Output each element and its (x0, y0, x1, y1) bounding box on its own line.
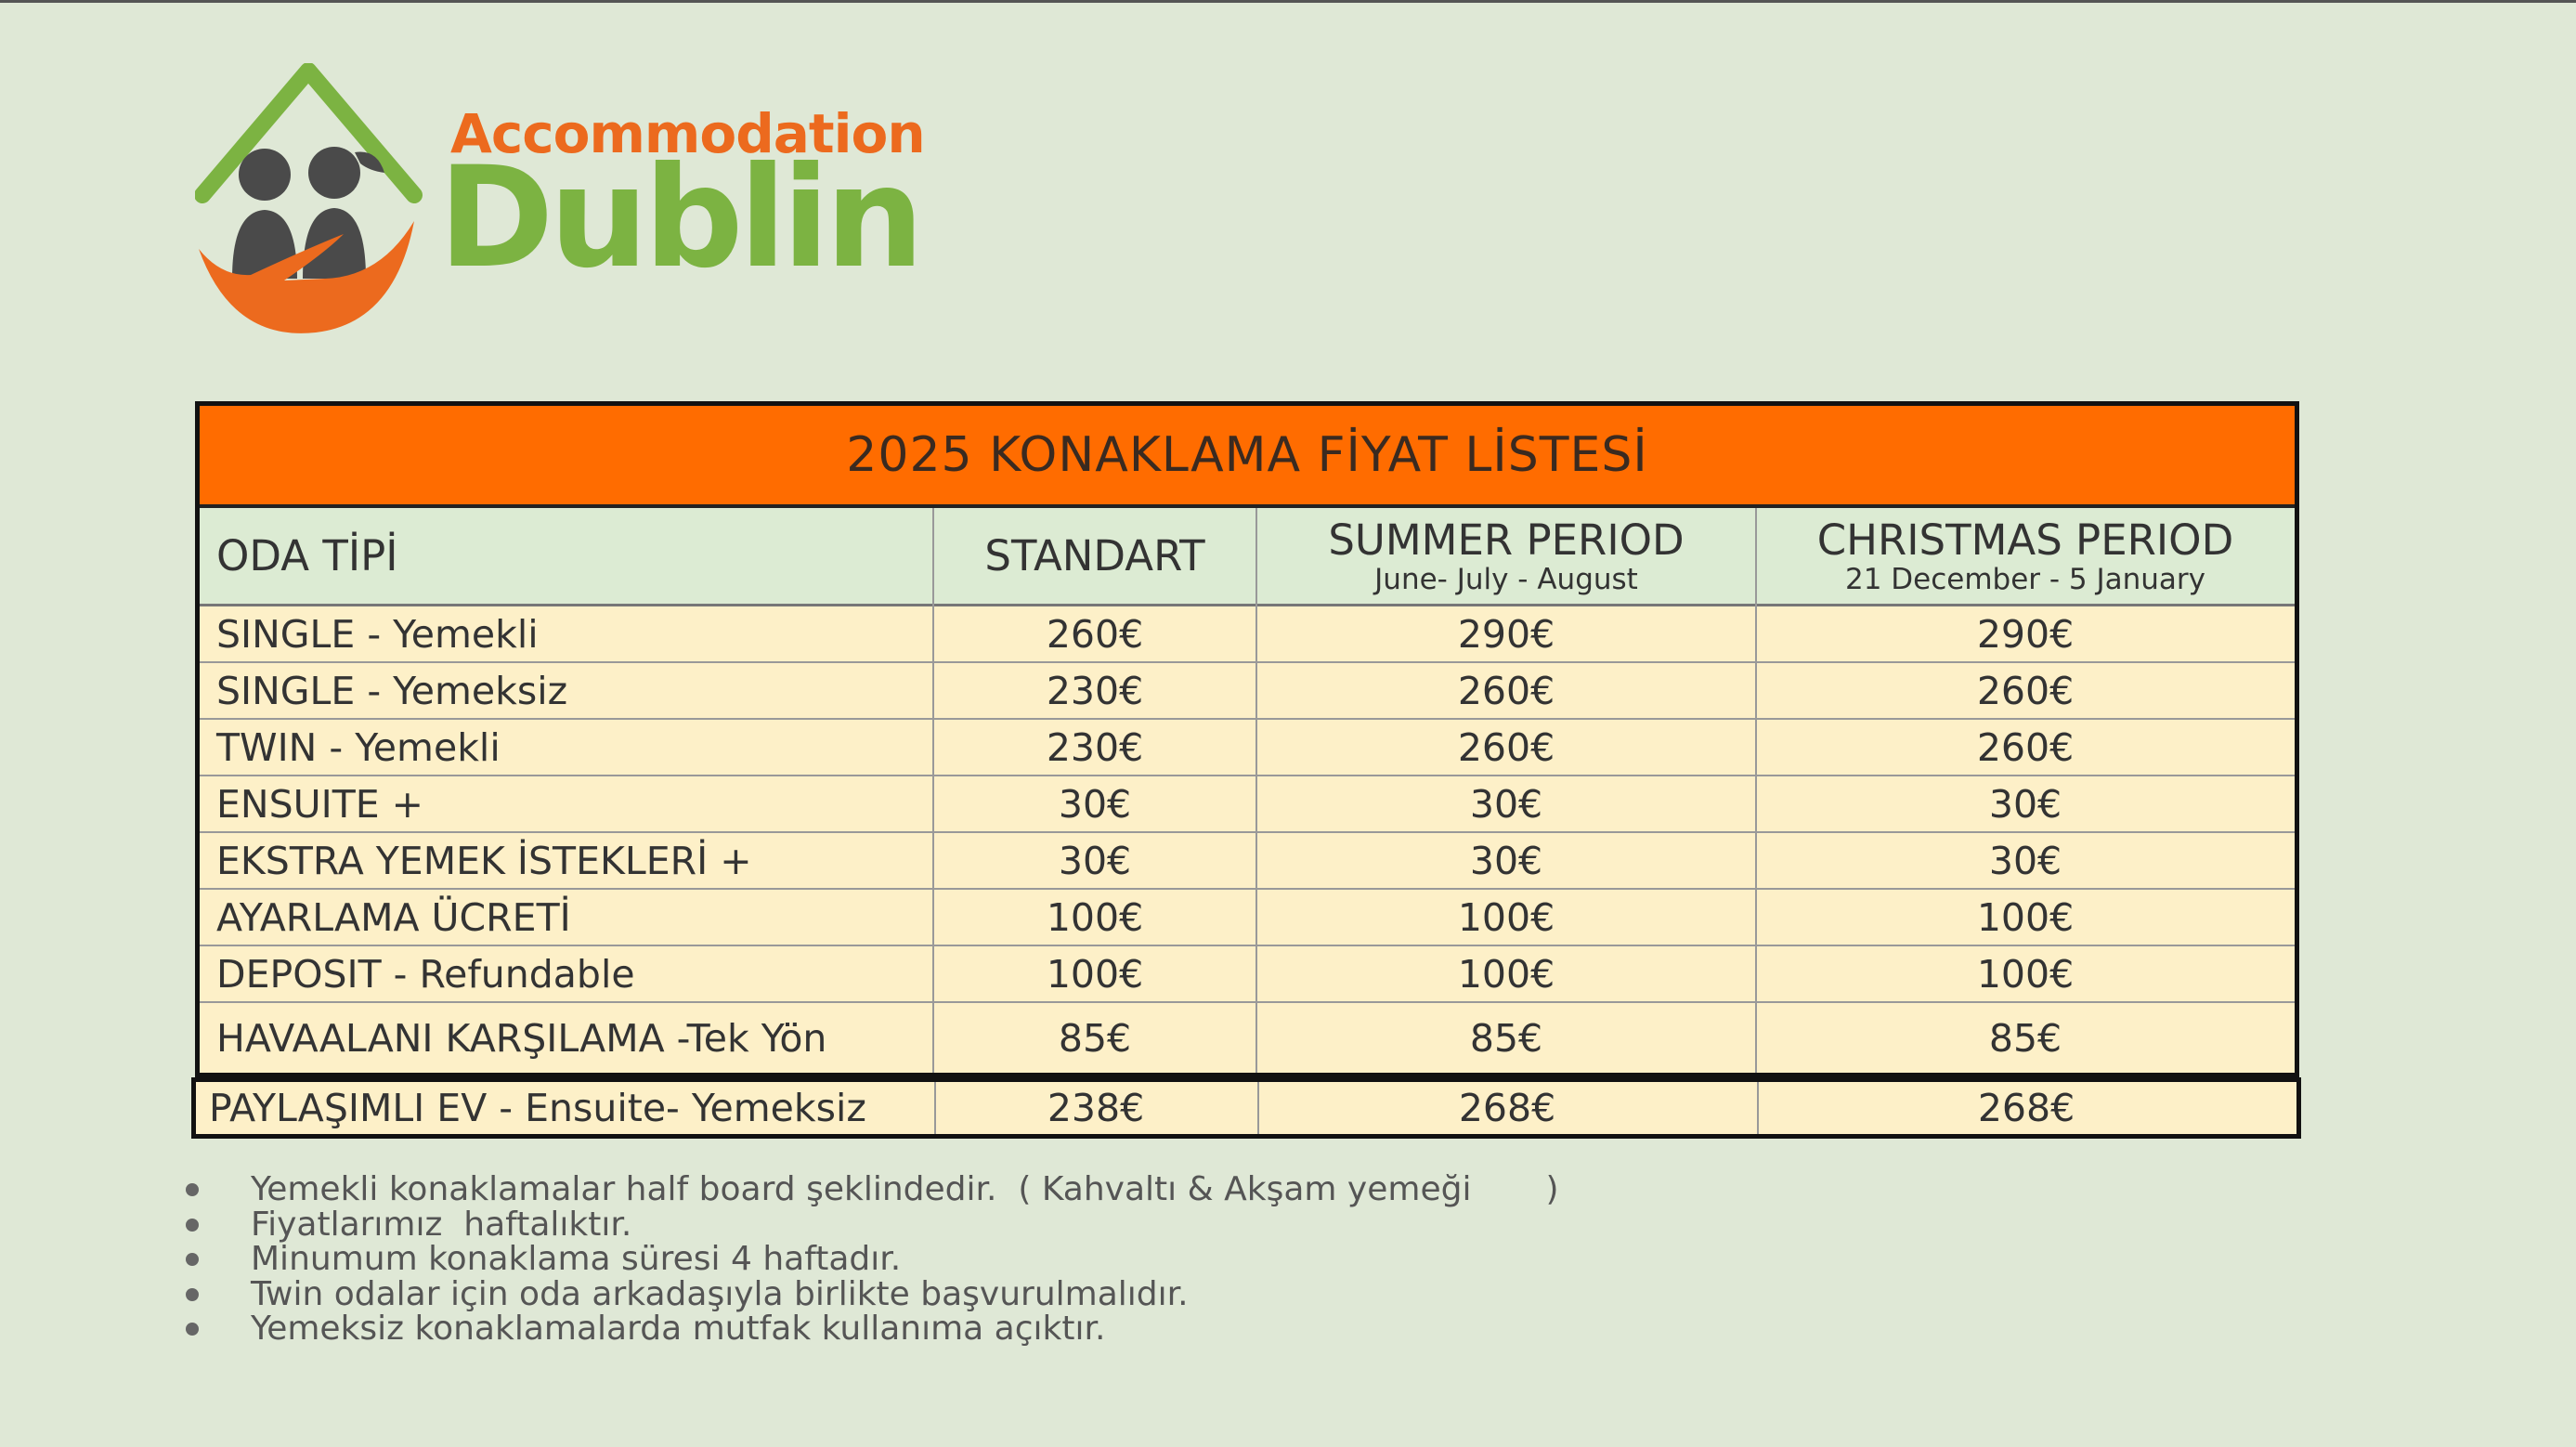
accommodation-dublin-logo: Accommodation Dublin (195, 63, 926, 342)
christmas-price-cell: 100€ (1976, 951, 2075, 997)
header-christmas-label: CHRISTMAS PERIOD (1816, 515, 2234, 565)
list-item: Twin odalar için oda arkadaşıyla birlikt… (186, 1274, 1559, 1313)
table-row: HAVAALANI KARŞILAMA -Tek Yön 85€ 85€ 85€ (200, 1003, 2295, 1073)
column-divider (932, 508, 934, 1073)
bullet-icon (186, 1323, 199, 1336)
bullet-icon (186, 1218, 199, 1232)
list-item: Fiyatlarımız haftalıktır. (186, 1205, 1559, 1244)
table-header-row: ODA TİPİ STANDART SUMMER PERIOD June- Ju… (200, 508, 2295, 606)
standard-price-cell: 238€ (1047, 1086, 1145, 1130)
price-table: 2025 KONAKLAMA FİYAT LİSTESİ ODA TİPİ ST… (191, 401, 2301, 1139)
room-type-cell: SINGLE - Yemekli (216, 611, 539, 657)
header-standard: STANDART (933, 508, 1256, 604)
christmas-price-cell: 100€ (1976, 894, 2075, 940)
header-summer-period: SUMMER PERIOD June- July - August (1256, 508, 1756, 604)
summer-price-cell: 30€ (1469, 781, 1543, 827)
summer-price-cell: 260€ (1457, 668, 1555, 713)
list-item: Minumum konaklama süresi 4 haftadır. (186, 1242, 1559, 1277)
christmas-price-cell: 30€ (1988, 838, 2062, 883)
column-divider (1255, 508, 1257, 1073)
standard-price-cell: 100€ (1046, 894, 1144, 940)
christmas-price-cell: 290€ (1976, 611, 2075, 657)
table-row: SINGLE - Yemeksiz 230€ 260€ 260€ (200, 663, 2295, 720)
summer-price-cell: 268€ (1458, 1086, 1556, 1130)
room-type-cell: AYARLAMA ÜCRETİ (216, 894, 571, 940)
highlighted-table-row: PAYLAŞIMLI EV - Ensuite- Yemeksiz 238€ 2… (191, 1077, 2301, 1139)
logo-word-accommodation: Accommodation (450, 102, 926, 165)
room-type-cell: EKSTRA YEMEK İSTEKLERİ + (216, 838, 752, 883)
table-row: ENSUITE + 30€ 30€ 30€ (200, 776, 2295, 833)
table-row: TWIN - Yemekli 230€ 260€ 260€ (200, 720, 2295, 776)
standard-price-cell: 230€ (1046, 724, 1144, 770)
christmas-price-cell: 260€ (1976, 724, 2075, 770)
summer-price-cell: 100€ (1457, 894, 1555, 940)
standard-price-cell: 100€ (1046, 951, 1144, 997)
room-type-cell: PAYLAŞIMLI EV - Ensuite- Yemeksiz (209, 1086, 866, 1130)
top-border-line (0, 0, 2576, 3)
note-text: Yemeksiz konaklamalarda mutfak kullanıma… (251, 1310, 1106, 1348)
bullet-icon (186, 1183, 199, 1196)
list-item: Yemeksiz konaklamalarda mutfak kullanıma… (186, 1311, 1559, 1347)
house-family-icon (195, 63, 423, 333)
header-summer-label: SUMMER PERIOD (1328, 515, 1685, 565)
header-christmas-dates: 21 December - 5 January (1844, 563, 2206, 596)
table-title: 2025 KONAKLAMA FİYAT LİSTESİ (200, 406, 2295, 508)
note-text: Fiyatlarımız haftalıktır. (251, 1205, 632, 1244)
header-room-type-label: ODA TİPİ (216, 531, 398, 580)
bullet-icon (186, 1253, 199, 1266)
logo-word-dublin: Dublin (438, 137, 924, 299)
room-type-cell: SINGLE - Yemeksiz (216, 668, 568, 713)
table-row: AYARLAMA ÜCRETİ 100€ 100€ 100€ (200, 890, 2295, 946)
standard-price-cell: 260€ (1046, 611, 1144, 657)
christmas-price-cell: 85€ (1988, 1015, 2062, 1061)
header-christmas-period: CHRISTMAS PERIOD 21 December - 5 January (1756, 508, 2295, 604)
notes-list: Yemekli konaklamalar half board şeklinde… (186, 1172, 1559, 1347)
table-row: DEPOSIT - Refundable 100€ 100€ 100€ (200, 946, 2295, 1003)
summer-price-cell: 100€ (1457, 951, 1555, 997)
standard-price-cell: 30€ (1058, 781, 1132, 827)
table-row: SINGLE - Yemekli 260€ 290€ 290€ (200, 606, 2295, 663)
note-text: Minumum konaklama süresi 4 haftadır. (251, 1240, 902, 1278)
summer-price-cell: 260€ (1457, 724, 1555, 770)
column-divider (1755, 508, 1757, 1073)
column-divider (1257, 1082, 1259, 1134)
header-standard-label: STANDART (984, 531, 1205, 580)
christmas-price-cell: 260€ (1976, 668, 2075, 713)
summer-price-cell: 85€ (1469, 1015, 1543, 1061)
room-type-cell: HAVAALANI KARŞILAMA -Tek Yön (216, 1015, 827, 1061)
column-divider (934, 1082, 936, 1134)
list-item: Yemekli konaklamalar half board şeklinde… (186, 1172, 1559, 1207)
room-type-cell: TWIN - Yemekli (216, 724, 501, 770)
bullet-icon (186, 1287, 199, 1301)
room-type-cell: DEPOSIT - Refundable (216, 951, 635, 997)
table-row: EKSTRA YEMEK İSTEKLERİ + 30€ 30€ 30€ (200, 833, 2295, 890)
standard-price-cell: 30€ (1058, 838, 1132, 883)
header-room-type: ODA TİPİ (200, 508, 933, 604)
room-type-cell: ENSUITE + (216, 781, 424, 827)
note-text: Twin odalar için oda arkadaşıyla birlikt… (251, 1274, 1189, 1313)
christmas-price-cell: 268€ (1977, 1086, 2075, 1130)
header-summer-dates: June- July - August (1374, 563, 1638, 596)
christmas-price-cell: 30€ (1988, 781, 2062, 827)
note-text: Yemekli konaklamalar half board şeklinde… (251, 1170, 1559, 1208)
standard-price-cell: 230€ (1046, 668, 1144, 713)
summer-price-cell: 290€ (1457, 611, 1555, 657)
standard-price-cell: 85€ (1058, 1015, 1132, 1061)
summer-price-cell: 30€ (1469, 838, 1543, 883)
column-divider (1757, 1082, 1759, 1134)
